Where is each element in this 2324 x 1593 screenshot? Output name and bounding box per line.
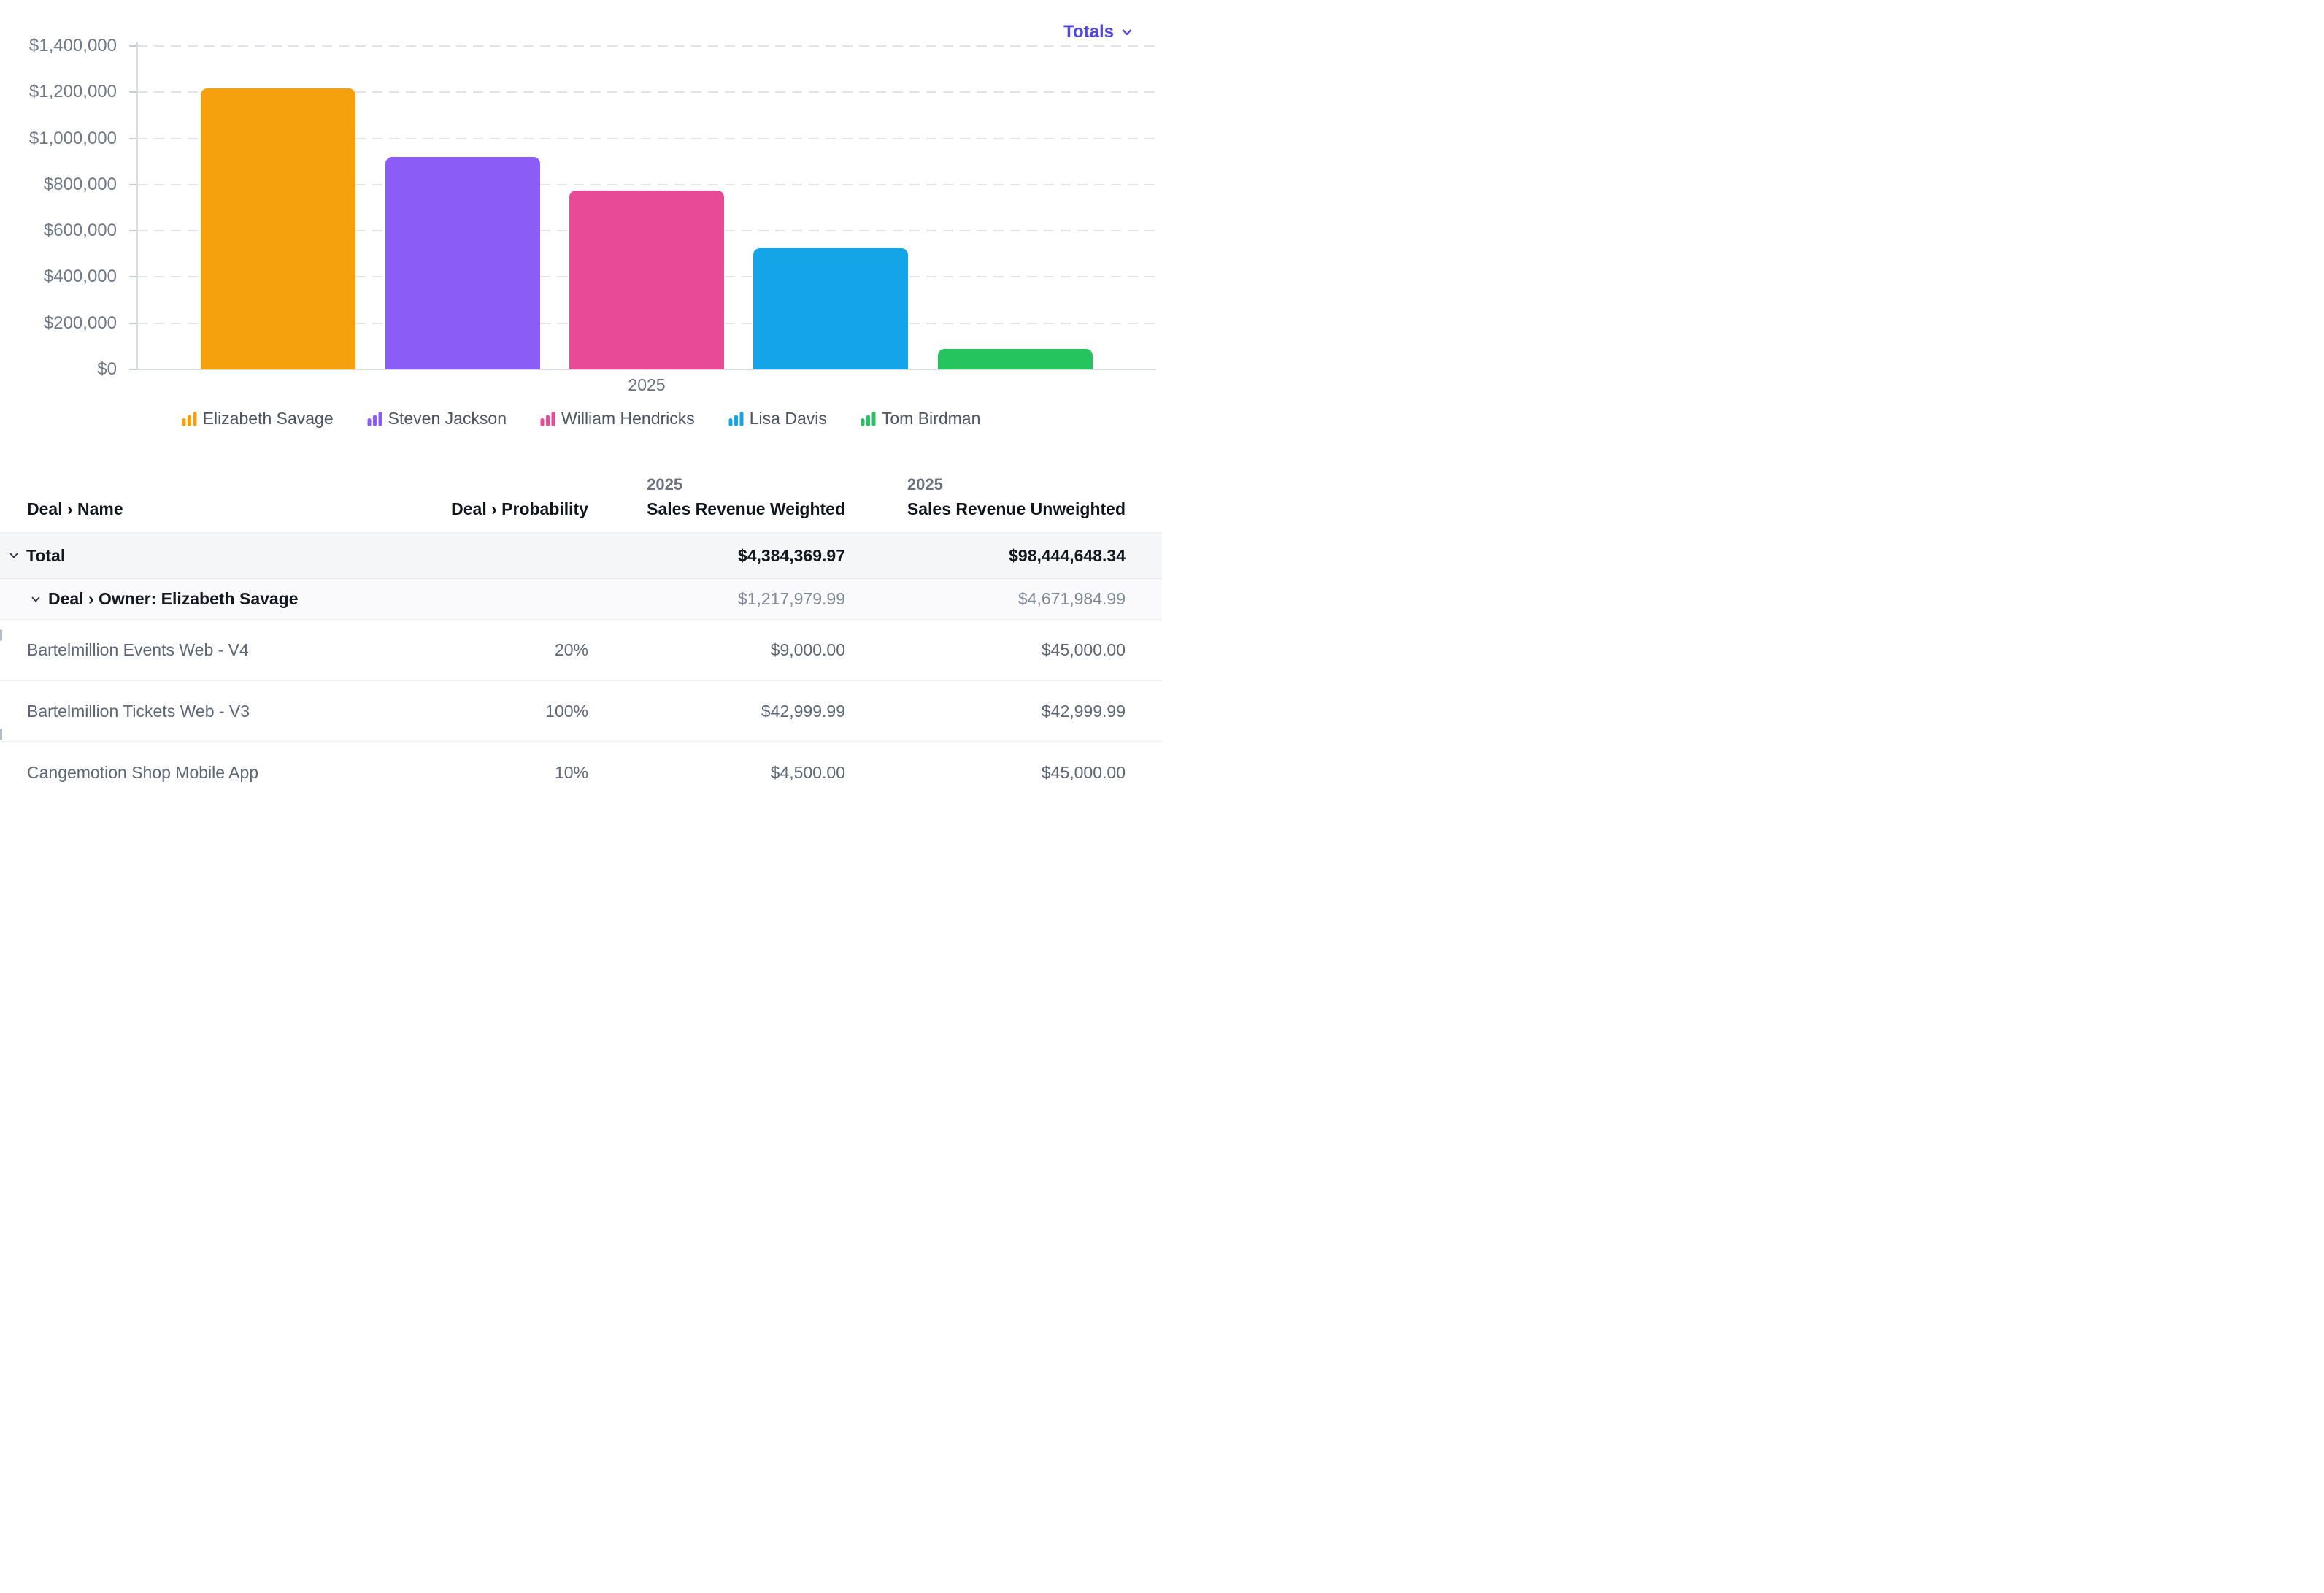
row-name: Deal › Owner: Elizabeth Savage (48, 589, 299, 608)
probability-value: 100% (545, 701, 588, 721)
row-name: Bartelmillion Events Web - V4 (27, 640, 249, 659)
bar-lisa-davis[interactable] (753, 247, 909, 369)
y-axis-label: $1,200,000 (28, 82, 117, 102)
legend-bar-icon (861, 411, 876, 426)
column-header-sales-revenue-unweighted[interactable]: 2025 Sales Revenue Unweighted (845, 475, 1126, 519)
y-axis-label: $600,000 (43, 220, 117, 241)
bar-william-hendricks[interactable] (569, 190, 724, 369)
legend-label: William Hendricks (561, 409, 695, 428)
table-row[interactable]: Bartelmillion Tickets Web - V3 100% $42,… (0, 681, 1162, 742)
bar-steven-jackson[interactable] (385, 156, 540, 369)
chevron-down-icon (1122, 29, 1132, 36)
y-axis-label: $200,000 (43, 312, 117, 333)
bar-tom-birdman[interactable] (937, 348, 1093, 369)
revenue-bar-chart: Totals $0 $200,000 $400,000 $600,000 $800,00… (0, 0, 1162, 453)
unweighted-revenue-value: $4,671,984.99 (1017, 589, 1126, 608)
column-header-label: Sales Revenue Weighted (647, 499, 845, 518)
y-axis-tick (129, 45, 137, 47)
gridline (137, 183, 1156, 185)
chevron-down-icon (31, 596, 40, 602)
table-row[interactable]: Bartelmillion Events Web - V4 20% $9,000… (0, 620, 1162, 681)
legend-item-elizabeth-savage[interactable]: Elizabeth Savage (182, 409, 334, 429)
unweighted-revenue-value: $45,000.00 (1041, 762, 1126, 782)
legend-bar-icon (540, 411, 555, 426)
y-axis-tick (129, 91, 137, 93)
gridline (137, 369, 1156, 370)
table-header-divider (0, 532, 1162, 533)
y-axis-tick (129, 276, 137, 278)
chart-legend: Elizabeth Savage Steven Jackson William He… (0, 409, 1162, 429)
column-header-deal-probability[interactable]: Deal › Probability (399, 499, 588, 519)
column-header-year: 2025 (907, 475, 943, 494)
insights-report-view: Totals $0 $200,000 $400,000 $600,000 $800,00… (0, 0, 1162, 796)
legend-bar-icon (367, 411, 382, 426)
y-axis-label: $400,000 (43, 266, 117, 287)
gridline (137, 45, 1156, 47)
legend-label: Lisa Davis (749, 409, 827, 428)
y-axis-line (136, 42, 138, 370)
probability-value: 10% (554, 762, 588, 782)
legend-bar-icon (728, 411, 744, 426)
legend-bar-icon (182, 411, 197, 426)
gridline (137, 137, 1156, 139)
weighted-revenue-value: $1,217,979.99 (737, 589, 845, 608)
unweighted-revenue-value: $42,999.99 (1041, 701, 1126, 721)
column-header-label: Deal › Probability (451, 499, 588, 518)
y-axis-label: $1,400,000 (28, 36, 117, 55)
y-axis-label: $1,000,000 (28, 128, 117, 148)
weighted-revenue-value: $42,999.99 (761, 701, 845, 721)
column-header-sales-revenue-weighted[interactable]: 2025 Sales Revenue Weighted (588, 475, 845, 519)
y-axis-tick (129, 322, 137, 324)
report-table: Deal › Name Deal › Probability 2025 Sale… (0, 453, 1162, 796)
column-header-label: Sales Revenue Unweighted (907, 499, 1126, 518)
legend-item-lisa-davis[interactable]: Lisa Davis (728, 409, 827, 429)
gridline (137, 91, 1156, 93)
weighted-revenue-value: $4,384,369.97 (737, 545, 845, 565)
row-edge-mark (0, 629, 2, 641)
y-axis-tick (129, 137, 137, 139)
row-name: Total (26, 545, 66, 565)
table-header-row: Deal › Name Deal › Probability 2025 Sale… (0, 453, 1162, 532)
chevron-down-icon (9, 553, 18, 558)
y-axis-label: $0 (97, 359, 117, 379)
weighted-revenue-value: $4,500.00 (770, 762, 845, 782)
totals-label: Totals (1063, 22, 1114, 42)
bar-elizabeth-savage[interactable] (201, 88, 356, 369)
legend-item-steven-jackson[interactable]: Steven Jackson (367, 409, 507, 429)
row-name: Bartelmillion Tickets Web - V3 (27, 701, 250, 721)
weighted-revenue-value: $9,000.00 (770, 640, 845, 659)
legend-item-william-hendricks[interactable]: William Hendricks (540, 409, 695, 429)
legend-label: Steven Jackson (388, 409, 507, 428)
y-axis-tick (129, 183, 137, 185)
legend-label: Tom Birdman (881, 409, 981, 428)
table-row-total[interactable]: Total $4,384,369.97 $98,444,648.34 (0, 533, 1162, 579)
table-row-group-deal-owner-elizabeth-savage[interactable]: Deal › Owner: Elizabeth Savage $1,217,97… (0, 579, 1162, 620)
table-row[interactable]: Cangemotion Shop Mobile App 10% $4,500.0… (0, 742, 1162, 796)
y-axis-tick (129, 369, 137, 370)
legend-item-tom-birdman[interactable]: Tom Birdman (861, 409, 980, 429)
x-axis-category-label: 2025 (628, 375, 666, 394)
unweighted-revenue-value: $98,444,648.34 (1009, 545, 1126, 565)
probability-value: 20% (554, 640, 588, 659)
column-header-year: 2025 (647, 475, 683, 494)
row-name: Cangemotion Shop Mobile App (27, 762, 259, 782)
row-expand-toggle[interactable] (29, 593, 42, 606)
row-edge-mark (0, 729, 2, 740)
y-axis-label: $800,000 (43, 174, 117, 194)
totals-dropdown[interactable]: Totals (1063, 22, 1134, 42)
y-axis-tick (129, 230, 137, 232)
column-header-deal-name[interactable]: Deal › Name (0, 499, 399, 519)
row-expand-toggle[interactable] (7, 549, 20, 562)
legend-label: Elizabeth Savage (202, 409, 334, 428)
column-header-label: Deal › Name (27, 499, 123, 518)
unweighted-revenue-value: $45,000.00 (1041, 640, 1126, 659)
